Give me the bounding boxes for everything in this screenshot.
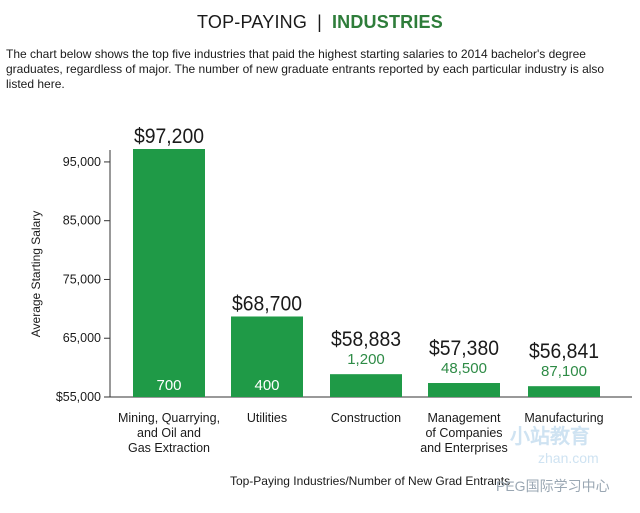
category-label: Gas Extraction (128, 441, 210, 455)
watermark-text: PEG国际学习中心 (496, 478, 610, 494)
bar (231, 316, 303, 397)
bar-value-label: $97,200 (134, 125, 204, 148)
y-tick-label: 65,000 (63, 331, 101, 345)
category-label: Utilities (247, 411, 287, 425)
bar-value-label: $68,700 (232, 292, 302, 315)
bar-value-label: $57,380 (429, 337, 499, 360)
y-tick-label: 95,000 (63, 155, 101, 169)
bar-entrants-label: 87,100 (541, 363, 587, 380)
bar (428, 383, 500, 397)
category-label: and Enterprises (420, 441, 508, 455)
intro-text: The chart below shows the top five indus… (6, 47, 605, 91)
bar (330, 374, 402, 397)
y-tick-label: 75,000 (63, 272, 101, 286)
bar (528, 386, 600, 397)
watermark-logo: 小站教育 (510, 426, 590, 448)
bar (133, 149, 205, 397)
title-right: INDUSTRIES (331, 12, 443, 32)
category-label: Mining, Quarrying, (118, 411, 220, 425)
bar-entrants-label: 1,200 (347, 351, 385, 368)
title-separator: | (317, 12, 322, 32)
bar-value-label: $56,841 (529, 340, 599, 363)
bar-entrants-label: 400 (254, 377, 279, 394)
bar-value-label: $58,883 (331, 328, 401, 351)
page-title: TOP-PAYING | INDUSTRIES (0, 12, 640, 33)
category-label: Construction (331, 411, 401, 425)
category-label: and Oil and (137, 426, 201, 440)
category-label: of Companies (425, 426, 502, 440)
bar-entrants-label: 700 (156, 377, 181, 394)
bar-entrants-label: 48,500 (441, 360, 487, 377)
y-tick-label: 85,000 (63, 214, 101, 228)
category-label: Management (428, 411, 501, 425)
y-tick-label: $55,000 (56, 390, 101, 404)
y-axis-label: Average Starting Salary (29, 211, 43, 338)
x-axis-label: Top-Paying Industries/Number of New Grad… (230, 474, 510, 488)
category-label: Manufacturing (524, 411, 603, 425)
watermark-site: zhan.com (538, 450, 599, 466)
watermark: 小站教育 zhan.com PEG国际学习中心 (496, 420, 640, 500)
title-left: TOP-PAYING (197, 12, 308, 32)
